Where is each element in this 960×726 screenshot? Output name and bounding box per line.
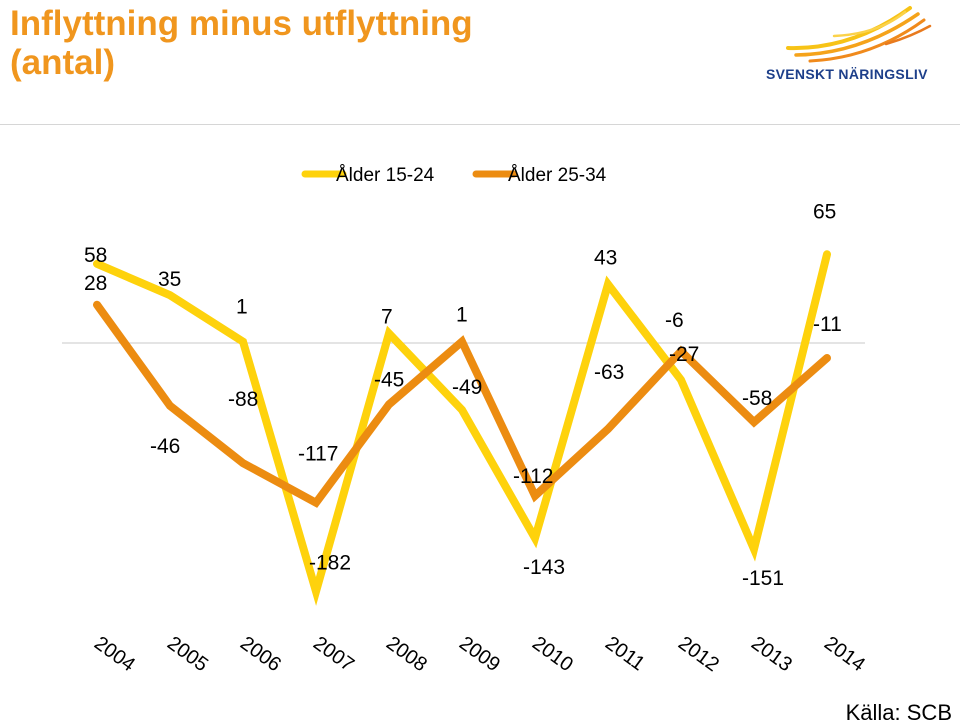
chart-title: Inflyttning minus utflyttning (antal) bbox=[10, 4, 630, 82]
data-label: 65 bbox=[813, 200, 836, 223]
x-tick-label: 2009 bbox=[455, 632, 504, 676]
x-tick-label: 2004 bbox=[90, 632, 139, 676]
x-tick-label: 2005 bbox=[163, 632, 212, 676]
x-tick-label: 2006 bbox=[236, 632, 285, 676]
header-divider bbox=[0, 124, 960, 125]
logo-stripe bbox=[794, 12, 920, 57]
data-label: 58 bbox=[84, 244, 107, 267]
logo-stripe bbox=[884, 24, 932, 46]
series-lines bbox=[93, 250, 831, 606]
data-label: 43 bbox=[594, 246, 617, 269]
series-line-1 bbox=[93, 250, 831, 606]
data-label: -45 bbox=[374, 368, 404, 391]
data-label: -27 bbox=[669, 343, 699, 366]
series-line-2 bbox=[93, 300, 831, 508]
source-note: Källa: SCB bbox=[845, 700, 952, 725]
data-label: -88 bbox=[228, 388, 258, 411]
data-label: 7 bbox=[381, 305, 393, 328]
legend: Ålder 15-24 Ålder 25-34 bbox=[301, 165, 607, 186]
data-label: -63 bbox=[594, 361, 624, 384]
logo-stripe bbox=[832, 10, 907, 38]
data-label: -49 bbox=[452, 376, 482, 399]
data-label: 28 bbox=[84, 272, 107, 295]
x-tick-label: 2014 bbox=[820, 632, 869, 676]
data-label: 1 bbox=[236, 296, 248, 319]
data-label: -46 bbox=[150, 435, 180, 458]
x-tick-label: 2008 bbox=[382, 632, 431, 676]
data-label: -143 bbox=[523, 556, 565, 579]
data-label: 1 bbox=[456, 304, 468, 327]
legend-label: Ålder 25-34 bbox=[508, 165, 607, 186]
data-label: -11 bbox=[813, 313, 842, 336]
data-label: -117 bbox=[298, 443, 338, 466]
legend-label: Ålder 15-24 bbox=[336, 165, 435, 186]
x-tick-labels: 2004 2005 2006 2007 2008 2009 2010 2011 2012 2013… bbox=[90, 632, 869, 676]
x-tick-label: 2011 bbox=[601, 632, 649, 675]
data-label: -182 bbox=[309, 551, 351, 574]
logo-stripe bbox=[808, 18, 926, 63]
chart-title-line-1: Inflyttning minus utflyttning bbox=[10, 4, 473, 43]
data-label: -6 bbox=[665, 309, 684, 332]
chart-title-line-2: (antal) bbox=[10, 43, 115, 82]
flame-wing-icon bbox=[786, 6, 932, 63]
logo-text: SVENSKT NÄRINGSLIV bbox=[766, 66, 928, 82]
data-label: -151 bbox=[742, 567, 784, 590]
data-label: -112 bbox=[513, 465, 553, 488]
x-tick-label: 2007 bbox=[309, 632, 358, 676]
x-tick-label: 2010 bbox=[528, 632, 577, 676]
data-label: 35 bbox=[158, 268, 181, 291]
x-tick-label: 2012 bbox=[674, 632, 723, 676]
x-tick-label: 2013 bbox=[747, 632, 796, 676]
data-label: -58 bbox=[742, 387, 772, 410]
data-labels: 58 35 1 -182 7 -49 -143 43 -27 -151 65 28 -46 -88 -117… bbox=[84, 200, 842, 590]
